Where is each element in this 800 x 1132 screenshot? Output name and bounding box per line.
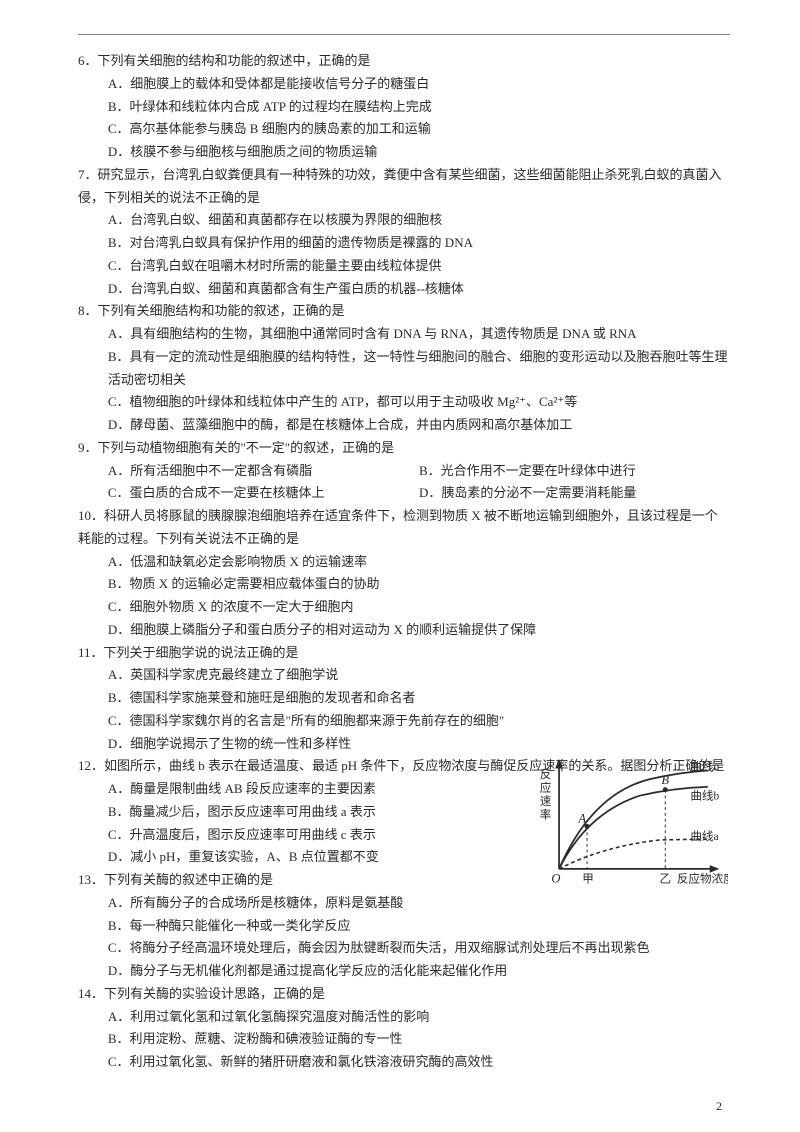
question-stem: 10．科研人员将豚鼠的胰腺腺泡细胞培养在适宜条件下，检测到物质 X 被不断地运输… <box>78 505 730 551</box>
chart-curve-a-label: 曲线a <box>690 829 718 843</box>
svg-text:速: 速 <box>540 795 552 808</box>
page-number: 2 <box>716 1099 722 1114</box>
question-option: B．物质 X 的运输必定需要相应载体蛋白的协助 <box>78 573 730 596</box>
question-option: A．利用过氧化氢和过氧化氢酶探究温度对酶活性的影响 <box>78 1006 730 1029</box>
question-option: A．低温和缺氧必定会影响物质 X 的运输速率 <box>78 551 730 574</box>
question-option: C．植物细胞的叶绿体和线粒体中产生的 ATP，都可以用于主动吸收 Mg²⁺、Ca… <box>78 391 730 414</box>
question-option: A．具有细胞结构的生物，其细胞中通常同时含有 DNA 与 RNA，其遗传物质是 … <box>78 323 730 346</box>
question-option-row: C．蛋白质的合成不一定要在核糖体上D．胰岛素的分泌不一定需要消耗能量 <box>78 482 730 505</box>
question-option: C．德国科学家魏尔肖的名言是"所有的细胞都来源于先前存在的细胞" <box>78 710 730 733</box>
question-option: C．将酶分子经高温环境处理后，酶会因为肽键断裂而失活，用双缩脲试剂处理后不再出现… <box>78 937 730 960</box>
chart-origin: O <box>551 871 560 885</box>
svg-text:应: 应 <box>540 781 552 795</box>
question-option: D．台湾乳白蚁、细菌和真菌都含有生产蛋白质的机器--核糖体 <box>78 278 730 301</box>
question-option: D．细胞学说揭示了生物的统一性和多样性 <box>78 733 730 756</box>
reaction-rate-chart: A B 甲 乙 曲线c 曲线b 曲线a 反 应 速 率 O 反应物浓度 <box>533 755 728 895</box>
chart-xtick-1: 乙 <box>659 872 671 885</box>
question-option: B．利用淀粉、蔗糖、淀粉酶和碘液验证酶的专一性 <box>78 1028 730 1051</box>
question-stem: 11．下列关于细胞学说的说法正确的是 <box>78 642 730 665</box>
top-rule <box>78 34 730 35</box>
chart-curve-b-label: 曲线b <box>690 788 719 802</box>
question-option: D．减小 pH，重复该实验，A、B 点位置都不变 <box>78 846 528 869</box>
question-option: A．所有活细胞中不一定都含有磷脂 <box>108 460 419 483</box>
question-stem: 8．下列有关细胞结构和功能的叙述，正确的是 <box>78 300 730 323</box>
question-stem: 6．下列有关细胞的结构和功能的叙述中，正确的是 <box>78 50 730 73</box>
question-option: B．德国科学家施莱登和施旺是细胞的发现者和命名者 <box>78 687 730 710</box>
question-option: B．对台湾乳白蚁具有保护作用的细菌的遗传物质是裸露的 DNA <box>78 232 730 255</box>
chart-ylabel: 反 <box>540 768 552 781</box>
question-option: B．每一种酶只能催化一种或一类化学反应 <box>78 915 730 938</box>
question-option: C．蛋白质的合成不一定要在核糖体上 <box>108 482 419 505</box>
chart-point-b: B <box>661 773 669 787</box>
question-stem: 14．下列有关酶的实验设计思路，正确的是 <box>78 983 730 1006</box>
chart-point-a: A <box>577 812 586 826</box>
question-option: A．所有酶分子的合成场所是核糖体，原料是氨基酸 <box>78 892 730 915</box>
chart-xlabel: 反应物浓度 <box>677 871 728 885</box>
question-option: D．胰岛素的分泌不一定需要消耗能量 <box>419 482 730 505</box>
question-option: B．酶量减少后，图示反应速率可用曲线 a 表示 <box>78 801 528 824</box>
question-option: D．核膜不参与细胞核与细胞质之间的物质运输 <box>78 141 730 164</box>
svg-text:率: 率 <box>540 808 552 822</box>
question-option: C．台湾乳白蚁在咀嚼木材时所需的能量主要由线粒体提供 <box>78 255 730 278</box>
question-option: D．酵母菌、蓝藻细胞中的酶，都是在核糖体上合成，并由内质网和高尔基体加工 <box>78 414 730 437</box>
question-option: A．细胞膜上的载体和受体都是能接收信号分子的糖蛋白 <box>78 73 730 96</box>
question-option: B．具有一定的流动性是细胞膜的结构特性，这一特性与细胞间的融合、细胞的变形运动以… <box>78 346 730 392</box>
question-option: A．英国科学家虎克最终建立了细胞学说 <box>78 664 730 687</box>
question-option: A．酶量是限制曲线 AB 段反应速率的主要因素 <box>78 778 528 801</box>
question-option: A．台湾乳白蚁、细菌和真菌都存在以核膜为界限的细胞核 <box>78 209 730 232</box>
question-stem: 9．下列与动植物细胞有关的"不一定"的叙述，正确的是 <box>78 437 730 460</box>
question-option: B．叶绿体和线粒体内合成 ATP 的过程均在膜结构上完成 <box>78 96 730 119</box>
chart-curve-c-label: 曲线c <box>690 759 718 773</box>
question-option: B．光合作用不一定要在叶绿体中进行 <box>419 460 730 483</box>
question-option: C．利用过氧化氢、新鲜的猪肝研磨液和氯化铁溶液研究酶的高效性 <box>78 1051 730 1074</box>
question-option: D．酶分子与无机催化剂都是通过提高化学反应的活化能来起催化作用 <box>78 960 730 983</box>
question-option: D．细胞膜上磷脂分子和蛋白质分子的相对运动为 X 的顺利运输提供了保障 <box>78 619 730 642</box>
question-option-row: A．所有活细胞中不一定都含有磷脂B．光合作用不一定要在叶绿体中进行 <box>78 460 730 483</box>
question-option: C．细胞外物质 X 的浓度不一定大于细胞内 <box>78 596 730 619</box>
chart-xtick-0: 甲 <box>582 872 594 885</box>
question-option: C．高尔基体能参与胰岛 B 细胞内的胰岛素的加工和运输 <box>78 118 730 141</box>
question-stem: 7．研究显示，台湾乳白蚁粪便具有一种特殊的功效，粪便中含有某些细菌，这些细菌能阻… <box>78 164 730 210</box>
question-option: C．升高温度后，图示反应速率可用曲线 c 表示 <box>78 824 528 847</box>
page-content: 6．下列有关细胞的结构和功能的叙述中，正确的是A．细胞膜上的载体和受体都是能接收… <box>0 0 800 1104</box>
